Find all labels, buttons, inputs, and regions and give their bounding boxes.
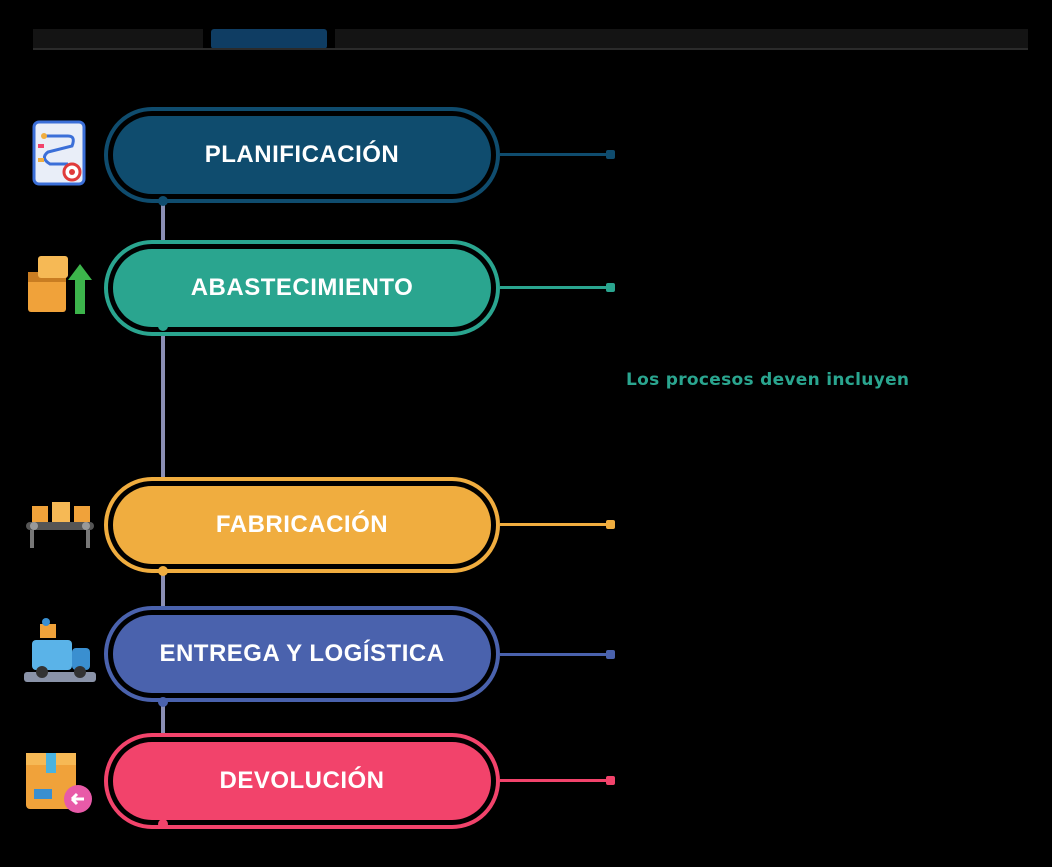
- side-note: Los procesos deven incluyen: [626, 370, 910, 390]
- page-header: [33, 29, 1028, 49]
- header-highlight: [211, 29, 327, 49]
- header-underline: [33, 48, 1028, 50]
- step-devolucion: DEVOLUCIÓN: [104, 733, 500, 829]
- step-devolucion-label: DEVOLUCIÓN: [113, 742, 491, 820]
- timeline-dot: [158, 196, 168, 206]
- connector-end-devolucion: [606, 776, 615, 785]
- step-abastecimiento: ABASTECIMIENTO: [104, 240, 500, 336]
- header-text-right: [335, 29, 1028, 49]
- step-entrega-logistica-label: ENTREGA Y LOGÍSTICA: [113, 615, 491, 693]
- step-abastecimiento-label: ABASTECIMIENTO: [113, 249, 491, 327]
- step-planificacion: PLANIFICACIÓN: [104, 107, 500, 203]
- timeline-dot: [158, 819, 168, 829]
- planning-board-icon: [24, 118, 96, 190]
- connector-end-abastecimiento: [606, 283, 615, 292]
- step-planificacion-label: PLANIFICACIÓN: [113, 116, 491, 194]
- connector-entrega-logistica: [500, 653, 612, 656]
- timeline-dot: [158, 321, 168, 331]
- connector-abastecimiento: [500, 286, 612, 289]
- delivery-truck-icon: [24, 616, 96, 688]
- connector-planificacion: [500, 153, 612, 156]
- header-text-left: [33, 29, 203, 49]
- timeline-dot: [158, 566, 168, 576]
- boxes-arrow-icon: [24, 250, 96, 322]
- step-fabricacion: FABRICACIÓN: [104, 477, 500, 573]
- connector-end-fabricacion: [606, 520, 615, 529]
- step-fabricacion-label: FABRICACIÓN: [113, 486, 491, 564]
- connector-end-planificacion: [606, 150, 615, 159]
- connector-fabricacion: [500, 523, 612, 526]
- connector-end-entrega-logistica: [606, 650, 615, 659]
- conveyor-belt-icon: [24, 488, 96, 560]
- timeline-dot: [158, 697, 168, 707]
- connector-devolucion: [500, 779, 612, 782]
- return-package-icon: [24, 745, 96, 817]
- step-entrega-logistica: ENTREGA Y LOGÍSTICA: [104, 606, 500, 702]
